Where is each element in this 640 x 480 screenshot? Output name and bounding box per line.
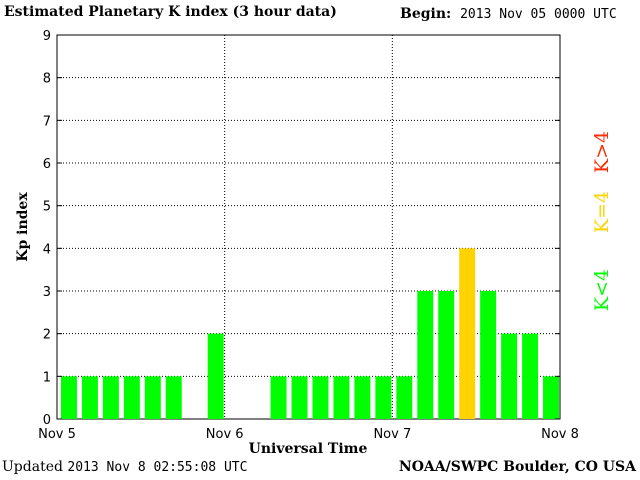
y-tick-label: 3 (43, 285, 51, 300)
y-tick-label: 4 (43, 242, 51, 257)
kp-bar (207, 333, 224, 419)
x-tick-label: Nov 8 (541, 427, 579, 442)
updated-label: Updated (2, 459, 63, 475)
kp-bar (396, 376, 413, 419)
begin-value: 2013 Nov 05 0000 UTC (460, 7, 617, 22)
chart-title: Estimated Planetary K index (3 hour data… (4, 4, 337, 20)
kp-bar (333, 376, 350, 419)
kp-bar (270, 376, 287, 419)
y-tick-label: 1 (43, 370, 51, 385)
y-axis-label: Kp index (15, 192, 31, 262)
x-tick-label: Nov 6 (206, 427, 244, 442)
y-tick-label: 9 (43, 29, 51, 44)
y-tick-label: 6 (43, 157, 51, 172)
kp-bar (522, 333, 539, 419)
x-tick-label: Nov 7 (373, 427, 411, 442)
x-tick-label: Nov 5 (38, 427, 76, 442)
x-axis-ticks: Nov 5 Nov 6 Nov 7 Nov 8 (38, 427, 579, 442)
kp-bar (81, 376, 98, 419)
legend-item: K<4 (591, 269, 613, 311)
kp-bar (417, 291, 434, 419)
plot-area (56, 34, 561, 420)
y-tick-label: 2 (43, 328, 51, 343)
kp-bar (501, 333, 518, 419)
y-axis-ticks: 0 1 2 3 4 5 6 7 8 9 (43, 29, 560, 428)
grid-lines (57, 35, 560, 419)
kp-bar (102, 376, 119, 419)
kp-bar (312, 376, 329, 419)
kp-bar (144, 376, 161, 419)
kp-bar (354, 376, 371, 419)
kp-bar (123, 376, 140, 419)
y-tick-label: 0 (43, 413, 51, 428)
updated-value: 2013 Nov 8 02:55:08 UTC (67, 460, 248, 475)
bar-series (61, 248, 559, 419)
kp-bar (291, 376, 308, 419)
y-tick-label: 5 (43, 200, 51, 215)
y-tick-label: 7 (43, 114, 51, 129)
y-tick-label: 8 (43, 72, 51, 87)
kp-bar (459, 248, 476, 419)
kp-bar (543, 376, 559, 419)
kp-bar (480, 291, 497, 419)
kp-bar (61, 376, 77, 419)
credit-text: NOAA/SWPC Boulder, CO USA (398, 459, 636, 475)
kp-bar (165, 376, 182, 419)
updated-timestamp: Updated 2013 Nov 8 02:55:08 UTC (2, 459, 247, 475)
begin-timestamp: Begin: 2013 Nov 05 0000 UTC (400, 6, 617, 22)
kp-bar (438, 291, 455, 419)
begin-label: Begin: (400, 6, 452, 22)
kp-bar (375, 376, 392, 419)
x-axis-label: Universal Time (249, 441, 368, 457)
legend: K>4 K=4 K<4 (591, 131, 613, 311)
legend-item: K=4 (591, 191, 613, 233)
legend-item: K>4 (591, 131, 613, 173)
